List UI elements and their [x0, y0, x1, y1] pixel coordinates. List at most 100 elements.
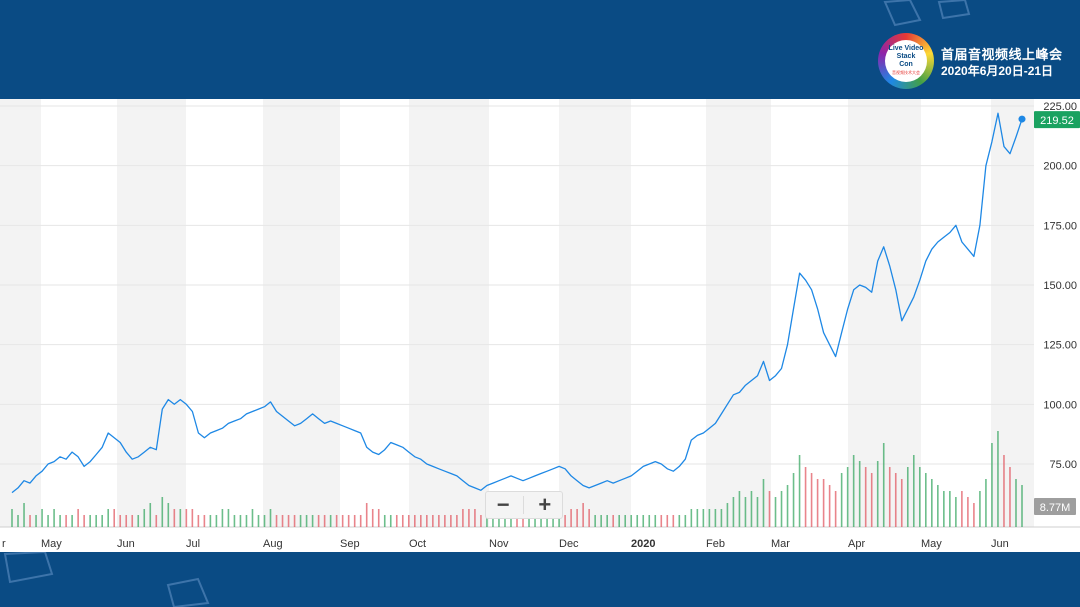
price-line [11, 112, 1023, 494]
volume-bar [59, 515, 61, 527]
volume-bar [215, 515, 218, 527]
x-tick-label: 2020 [631, 538, 655, 550]
event-logo: Live Video Stack Con 音视频技术大会 [878, 33, 934, 89]
volume-badge [1034, 498, 1076, 515]
volume-bar [119, 515, 122, 527]
volume-bar [101, 515, 103, 527]
logo-line-2: Stack [896, 53, 916, 60]
volume-bar [275, 515, 278, 527]
volume-bar [353, 515, 356, 527]
volume-bar [359, 515, 362, 527]
decorative-cube-icon [166, 577, 210, 607]
decorative-cube-icon [3, 552, 54, 584]
volume-bar [486, 515, 488, 527]
volume-bar [263, 515, 266, 527]
volume-bar [828, 485, 831, 527]
volume-bar [594, 515, 596, 527]
volume-bar [227, 509, 230, 527]
volume-bar [534, 515, 536, 527]
volume-bar [612, 515, 614, 527]
volume-bar [179, 509, 182, 527]
volume-bar [840, 473, 843, 527]
zoom-out-button[interactable]: − [496, 492, 510, 517]
volume-bar [786, 485, 789, 527]
volume-bar [654, 515, 657, 527]
volume-bar [149, 503, 152, 527]
volume-bar [720, 509, 723, 527]
volume-bar [888, 467, 891, 527]
volume-bar [900, 479, 903, 527]
x-tick-label: Aug [263, 538, 283, 550]
volume-bar [11, 509, 13, 527]
volume-bar [456, 515, 458, 527]
volume-bar [925, 473, 927, 527]
volume-bar [762, 479, 765, 527]
volume-bar [516, 515, 518, 527]
chart-stripe [559, 99, 631, 527]
volume-bar [1009, 467, 1011, 527]
volume-bar [167, 503, 170, 527]
stock-chart[interactable]: 75.00 100.00 125.00 150.00 175.00 200.00 225.0… [0, 99, 1080, 552]
logo-subtext: 音视频技术大会 [892, 70, 920, 75]
volume-bar [389, 515, 392, 527]
volume-bar [317, 515, 320, 527]
chart-stripe [117, 99, 186, 527]
volume-bar [29, 515, 31, 527]
volume-bar [798, 455, 801, 527]
volume-bar [287, 515, 290, 527]
volume-bar [937, 485, 939, 527]
volume-bar [852, 455, 855, 527]
volume-bar [846, 467, 849, 527]
volume-bar [931, 479, 933, 527]
chart-stripe [263, 99, 340, 527]
volume-bar [804, 467, 807, 527]
volume-bar [606, 515, 608, 527]
volume-bar [401, 515, 404, 527]
volume-bar [413, 515, 416, 527]
volume-bar [395, 515, 398, 527]
volume-bar [858, 461, 861, 527]
volume-bar [257, 515, 260, 527]
decorative-cube-icon [883, 0, 922, 27]
volume-bar [155, 515, 158, 527]
volume-bar [107, 509, 109, 527]
zoom-in-button[interactable]: + [538, 492, 552, 517]
x-tick-label: Mar [771, 538, 790, 550]
volume-bar [438, 515, 440, 527]
x-tick-label: Sep [340, 538, 360, 550]
volume-bar [684, 515, 687, 527]
x-tick-label: Dec [559, 538, 579, 550]
volume-bar [570, 509, 572, 527]
volume-bar [690, 509, 693, 527]
volume-bar [407, 515, 410, 527]
volume-bar [143, 509, 146, 527]
volume-bar [239, 515, 242, 527]
x-tick-label: May [921, 538, 942, 550]
chart-svg: 75.00 100.00 125.00 150.00 175.00 200.00 225.0… [0, 99, 1080, 550]
volume-bar [504, 515, 506, 527]
volume-bar [1021, 485, 1023, 527]
zoom-controls: − + [485, 491, 563, 519]
volume-bar [582, 503, 584, 527]
volume-bar [498, 515, 500, 527]
volume-bar [311, 515, 314, 527]
volume-bar [197, 515, 200, 527]
volume-bar [696, 509, 699, 527]
x-tick-label: May [41, 538, 62, 550]
volume-bar [1015, 479, 1017, 527]
volume-bar [293, 515, 296, 527]
volume-bar [564, 515, 566, 527]
x-tick-label: Feb [706, 538, 725, 550]
volume-bar [834, 491, 837, 527]
volume-bar [894, 473, 897, 527]
volume-bar [47, 515, 49, 527]
volume-bar [918, 467, 921, 527]
chart-stripe [0, 99, 41, 527]
chart-stripe [706, 99, 771, 527]
zoom-divider [523, 496, 525, 514]
event-date: 2020年6月20日-21日 [941, 64, 1054, 78]
volume-bar [744, 497, 747, 527]
logo-line-3: Con [899, 61, 913, 68]
volume-bar [377, 509, 380, 527]
volume-bar [618, 515, 621, 527]
